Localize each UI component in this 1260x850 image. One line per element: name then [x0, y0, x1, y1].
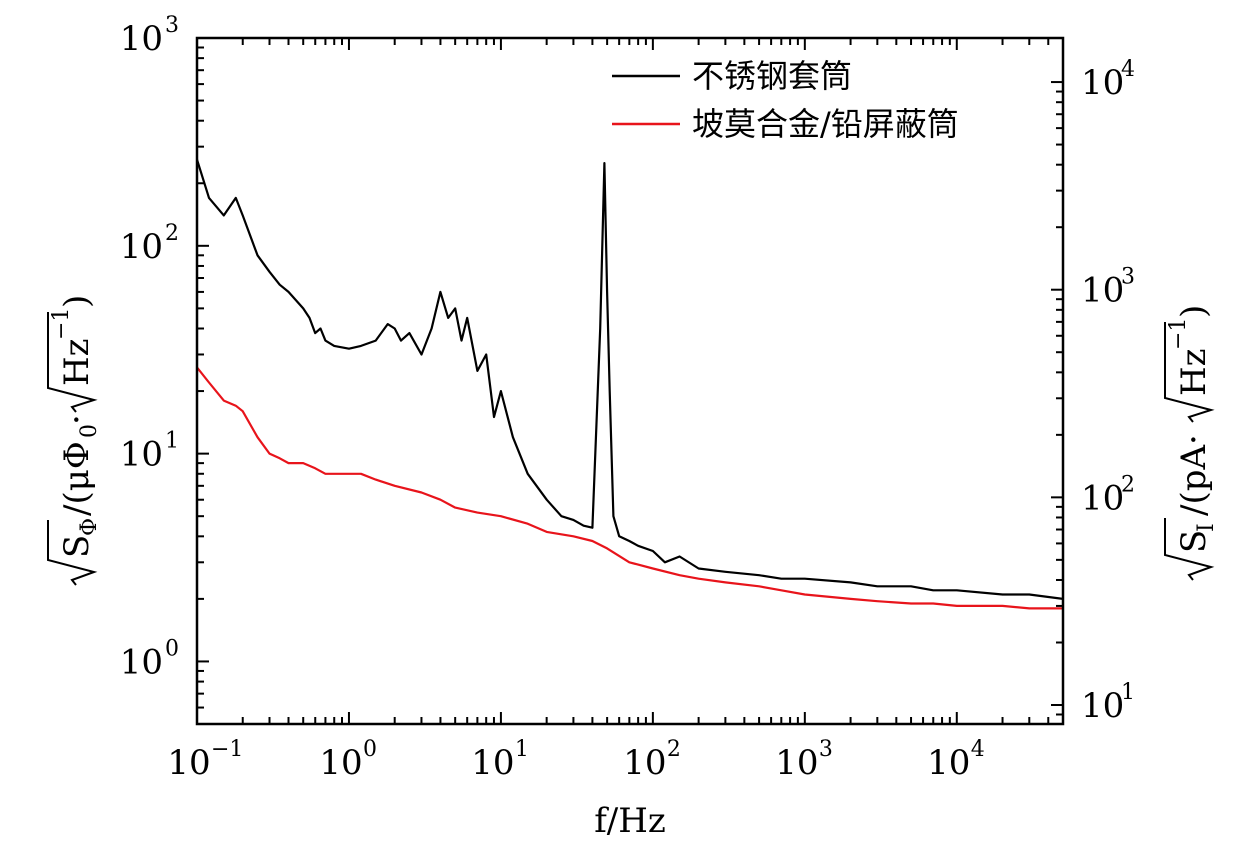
x-tick-exponent: 4 — [971, 737, 985, 762]
x-tick-exponent: 2 — [667, 737, 681, 762]
svg-text:Hz: Hz — [1174, 348, 1214, 396]
series-layer — [197, 159, 1063, 610]
y-tick-label-right: 10 — [1081, 478, 1124, 518]
y-tick-exponent-right: 2 — [1121, 472, 1135, 497]
sqrt-sign-left-2 — [47, 312, 98, 413]
x-tick-label: 10 — [471, 743, 514, 783]
x-axis-label: f/Hz — [594, 801, 666, 841]
svg-text:/(μΦ: /(μΦ — [57, 441, 97, 516]
ticks-layer: 10 −1 10 0 10 1 10 2 10 3 10 410 010 110 210 3101102103… — [120, 13, 1135, 783]
svg-text:Φ: Φ — [77, 518, 102, 536]
x-tick-label: 10 — [623, 743, 666, 783]
svg-text:): ) — [1174, 305, 1214, 318]
y-tick-label-right: 10 — [1081, 63, 1124, 103]
legend-label-stainless: 不锈钢套筒 — [692, 57, 852, 95]
y-tick-label-left: 10 — [120, 19, 163, 59]
y-tick-exponent-left: 1 — [165, 429, 179, 454]
y-tick-exponent-right: 4 — [1121, 57, 1135, 82]
svg-text:): ) — [57, 295, 97, 308]
y-axis-label-right: S I /(pA· Hz −1 ) — [1164, 305, 1219, 581]
sqrt-sign-left — [47, 520, 98, 586]
y-tick-label-left: 10 — [120, 227, 163, 267]
svg-text:·: · — [57, 414, 97, 425]
x-tick-exponent: −1 — [211, 737, 243, 762]
x-tick-exponent: 0 — [363, 737, 377, 762]
svg-text:−1: −1 — [49, 308, 74, 340]
y-tick-exponent-left: 0 — [165, 636, 179, 661]
svg-text:−1: −1 — [1166, 318, 1191, 350]
y-tick-label-left: 10 — [120, 642, 163, 682]
y-axis-label-left: S Φ /(μΦ 0 · Hz −1 ) — [47, 295, 102, 586]
y-tick-exponent-left: 2 — [165, 221, 179, 246]
y-tick-exponent-right: 1 — [1121, 680, 1135, 705]
sqrt-sign-right — [1164, 518, 1215, 581]
svg-text:/(pA·: /(pA· — [1174, 434, 1214, 516]
svg-text:S: S — [1174, 530, 1214, 553]
svg-text:0: 0 — [77, 424, 102, 438]
x-tick-label: 10 — [167, 743, 210, 783]
legend: 不锈钢套筒 坡莫合金/铅屏蔽筒 — [612, 57, 959, 143]
y-tick-label-left: 10 — [120, 435, 163, 475]
x-tick-exponent: 3 — [819, 737, 833, 762]
svg-text:I: I — [1194, 523, 1219, 532]
y-tick-label-right: 10 — [1081, 271, 1124, 311]
x-tick-label: 10 — [319, 743, 362, 783]
sqrt-sign-right-2 — [1164, 322, 1215, 423]
svg-text:Hz: Hz — [57, 338, 97, 386]
svg-text:S: S — [57, 535, 97, 558]
y-tick-exponent-right: 3 — [1121, 265, 1135, 290]
y-tick-exponent-left: 3 — [165, 13, 179, 38]
x-tick-exponent: 1 — [515, 737, 529, 762]
series-line-1 — [197, 366, 1063, 610]
legend-label-permalloy: 坡莫合金/铅屏蔽筒 — [692, 105, 959, 143]
x-tick-label: 10 — [927, 743, 970, 783]
x-tick-label: 10 — [775, 743, 818, 783]
y-tick-label-right: 10 — [1081, 686, 1124, 726]
series-line-0 — [197, 159, 1063, 600]
